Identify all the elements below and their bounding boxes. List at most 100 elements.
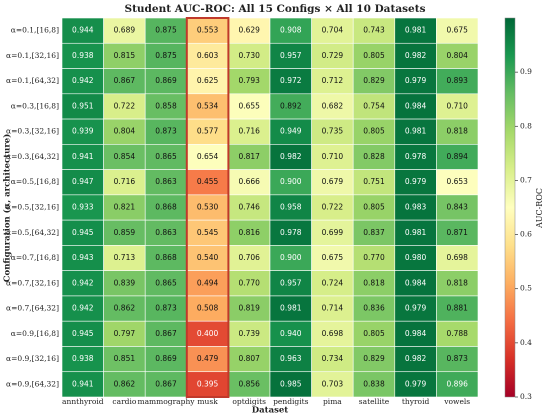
heatmap-cell: [103, 346, 146, 373]
cell-label: 0.951: [72, 101, 94, 110]
heatmap-cell: [394, 118, 437, 145]
cell-label: 0.981: [405, 228, 427, 237]
heatmap-cell: [352, 17, 396, 44]
heatmap-cell: [311, 42, 354, 69]
cell-label: 0.653: [446, 177, 468, 186]
heatmap-cell: [311, 270, 354, 297]
heatmap-cell: [394, 169, 437, 196]
cell-label: 0.894: [446, 152, 468, 161]
heatmap-cell: [61, 219, 104, 246]
cell-label: 0.682: [322, 101, 344, 110]
cell-label: 0.805: [363, 51, 385, 60]
cell-label: 0.982: [405, 354, 427, 363]
heatmap-cell: [103, 144, 146, 170]
cell-label: 0.838: [363, 379, 385, 388]
cell-label: 0.734: [322, 354, 344, 363]
heatmap-cell: [436, 245, 479, 271]
heatmap-cell: [144, 68, 188, 95]
cell-label: 0.730: [238, 51, 260, 60]
cell-label: 0.875: [155, 26, 177, 35]
cell-label: 0.743: [363, 26, 385, 35]
heatmap-cell: [103, 320, 146, 347]
x-tick-label: mammography: [137, 397, 195, 406]
cell-label: 0.981: [405, 26, 427, 35]
cell-label: 0.908: [280, 26, 302, 35]
colorbar-tick-label: 0.7: [520, 175, 532, 184]
y-tick-label: α=0.1,[16,8]: [11, 26, 59, 35]
heatmap-cell: [311, 194, 354, 221]
heatmap-cell: [144, 270, 188, 297]
x-tick-label: vowels: [443, 397, 470, 406]
cell-label: 0.713: [114, 253, 136, 262]
x-tick-label: pendigits: [273, 397, 308, 406]
heatmap-cell: [269, 68, 312, 95]
cell-label: 0.793: [238, 76, 260, 85]
cell-label: 0.941: [72, 152, 94, 161]
heatmap-cell: [436, 270, 479, 297]
heatmap-cell: [144, 93, 188, 120]
cell-label: 0.710: [446, 101, 468, 110]
y-tick-label: α=0.3,[32,16]: [6, 127, 59, 136]
y-tick-label: α=0.5,[64,32]: [6, 228, 59, 237]
heatmap-cell: [144, 144, 188, 170]
cell-label: 0.797: [114, 329, 136, 338]
cell-label: 0.540: [197, 253, 219, 262]
cell-label: 0.400: [197, 329, 219, 338]
heatmap-cell: [352, 93, 396, 120]
cell-label: 0.938: [72, 354, 94, 363]
cell-label: 0.553: [197, 26, 219, 35]
cell-label: 0.982: [405, 51, 427, 60]
y-tick-label: α=0.9,[32,16]: [6, 354, 59, 363]
heatmap-cell: [103, 17, 146, 44]
heatmap-cell: [352, 68, 396, 95]
chart-title: Student AUC-ROC: All 15 Configs × All 10…: [124, 3, 425, 15]
cell-label: 0.942: [72, 76, 94, 85]
cell-label: 0.873: [155, 304, 177, 313]
cell-label: 0.735: [322, 127, 344, 136]
heatmap-cell: [352, 346, 396, 373]
cell-label: 0.892: [280, 101, 302, 110]
cell-label: 0.494: [197, 278, 219, 287]
heatmap-cell: [228, 245, 271, 271]
cell-label: 0.875: [155, 51, 177, 60]
heatmap-cell: [228, 144, 271, 170]
cell-label: 0.983: [405, 203, 427, 212]
heatmap-cell: [186, 93, 229, 120]
cell-label: 0.698: [322, 329, 344, 338]
heatmap-cell: [61, 194, 104, 221]
cell-label: 0.984: [405, 329, 427, 338]
cell-label: 0.963: [280, 354, 302, 363]
heatmap-cell: [436, 93, 479, 120]
cell-label: 0.837: [363, 228, 385, 237]
cell-label: 0.703: [322, 379, 344, 388]
heatmap-cell: [61, 320, 104, 347]
heatmap-cell: [144, 42, 188, 69]
heatmap-cell: [352, 118, 396, 145]
heatmap-cell: [103, 93, 146, 120]
heatmap-cell: [394, 219, 437, 246]
cell-label: 0.722: [322, 203, 344, 212]
heatmap-cell: [436, 320, 479, 347]
heatmap-cell: [311, 219, 354, 246]
heatmap-cell: [228, 371, 271, 398]
cell-label: 0.675: [446, 26, 468, 35]
heatmap-cell: [436, 371, 479, 398]
heatmap-cell: [436, 144, 479, 170]
heatmap-cell: [144, 169, 188, 196]
heatmap-cell: [394, 17, 437, 44]
heatmap-cell: [186, 194, 229, 221]
colorbar-tick-label: 0.4: [520, 338, 532, 347]
cell-label: 0.945: [72, 329, 94, 338]
cell-label: 0.710: [322, 152, 344, 161]
cell-label: 0.981: [280, 304, 302, 313]
cell-label: 0.816: [238, 228, 260, 237]
cell-label: 0.867: [114, 76, 136, 85]
cell-label: 0.804: [114, 127, 136, 136]
heatmap-cell: [352, 144, 396, 170]
cell-label: 0.856: [238, 379, 260, 388]
y-tick-label: α=0.7,[16,8]: [11, 253, 59, 262]
cell-label: 0.577: [197, 127, 219, 136]
cell-label: 0.858: [155, 101, 177, 110]
cell-label: 0.900: [280, 177, 302, 186]
heatmap-cell: [228, 194, 271, 221]
